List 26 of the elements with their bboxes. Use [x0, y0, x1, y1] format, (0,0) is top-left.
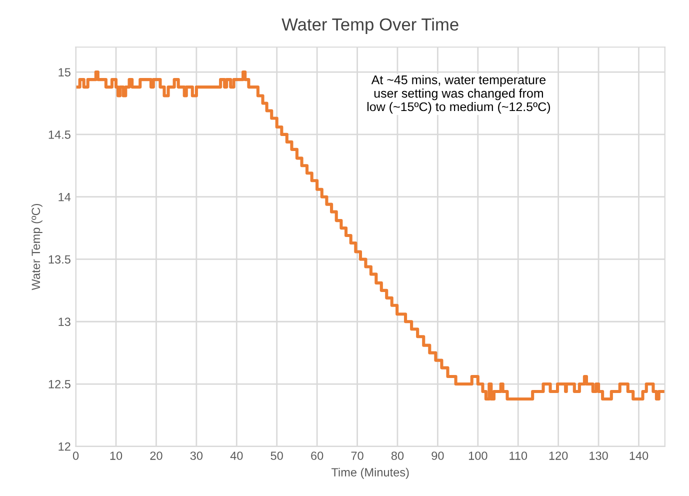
y-tick-label: 14 [58, 193, 71, 202]
x-tick-label: 80 [391, 452, 404, 460]
x-tick-label: 120 [549, 452, 568, 460]
x-tick-label: 130 [590, 452, 608, 460]
y-tick-label: 13.5 [48, 255, 70, 264]
annotation: At ~45 mins, water temperature user setting was changed from low (~15ºC) to medium (~12.5ºC) [367, 75, 550, 114]
x-tick-label: 20 [150, 452, 162, 460]
x-tick-label: 110 [510, 452, 528, 460]
x-tick-label: 70 [351, 452, 364, 460]
x-tick-label: 0 [72, 452, 79, 460]
x-tick-label: 60 [311, 452, 324, 460]
y-tick-label: 12 [58, 442, 70, 451]
x-tick-label: 100 [468, 452, 488, 460]
y-axis-title: Water Temp (ºC) [31, 204, 42, 290]
x-axis-title: Time (Minutes) [331, 468, 409, 479]
y-tick-label: 12.5 [48, 380, 70, 388]
chart-title: Water Temp Over Time [282, 18, 458, 34]
x-tick-label: 30 [190, 452, 203, 460]
y-tick-label: 14.5 [48, 130, 70, 139]
y-tick-label: 15 [58, 68, 70, 76]
x-tick-label: 50 [270, 452, 283, 460]
y-tick-label: 13 [58, 318, 70, 326]
x-tick-label: 10 [110, 452, 122, 460]
x-tick-label: 90 [432, 452, 444, 460]
x-tick-label: 40 [230, 452, 243, 460]
x-tick-label: 140 [630, 452, 648, 460]
